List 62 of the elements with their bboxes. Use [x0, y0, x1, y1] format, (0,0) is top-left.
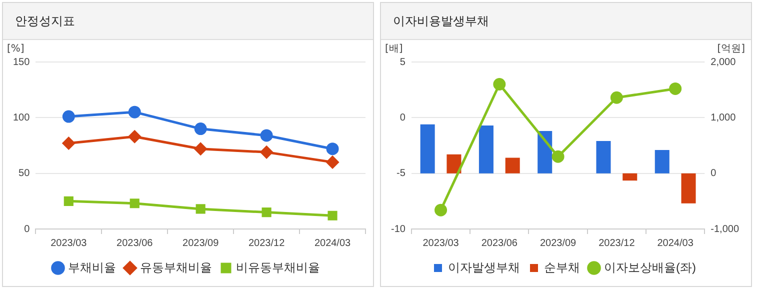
- x-tick-label: 2023/09: [540, 238, 577, 249]
- y2-tick-label: 0: [710, 168, 717, 180]
- point: [128, 106, 141, 118]
- bar: [681, 173, 696, 204]
- point: [128, 130, 141, 143]
- point: [194, 122, 207, 136]
- bar: [446, 154, 462, 174]
- legend-label: 이자발생부채: [448, 260, 520, 274]
- point: [493, 78, 506, 91]
- y-tick-label: 5: [400, 56, 406, 68]
- y-tick-label: -5: [396, 168, 406, 180]
- x-tick-label: 2023/06: [481, 238, 518, 249]
- bar: [420, 124, 435, 174]
- point: [260, 129, 273, 142]
- y-tick-label: 150: [12, 56, 30, 68]
- point: [260, 146, 273, 158]
- x-tick-label: 2023/09: [182, 238, 220, 249]
- y2-tick-label: -1,000: [710, 224, 740, 235]
- y-axis-title: [배]: [385, 44, 403, 55]
- bar: [538, 131, 552, 174]
- y-axis-title: [%]: [7, 44, 24, 55]
- legend-label: 유동부채비율: [140, 260, 212, 274]
- point: [669, 82, 682, 95]
- bar: [654, 150, 670, 174]
- point: [434, 204, 448, 216]
- point: [262, 208, 272, 218]
- point: [62, 137, 75, 150]
- y-tick-label: -10: [391, 224, 406, 235]
- bar: [596, 141, 611, 174]
- x-tick-label: 2023/12: [248, 238, 286, 249]
- legend-label: 비유동부채비율: [236, 260, 320, 274]
- y-tick-label: 0: [24, 224, 30, 235]
- point: [62, 110, 75, 123]
- x-tick-label: 2023/03: [422, 238, 460, 249]
- point: [610, 91, 623, 104]
- bar: [622, 173, 638, 181]
- y2-tick-label: 1,000: [710, 112, 736, 124]
- point: [64, 196, 74, 206]
- y2-tick-label: 2,000: [710, 56, 736, 68]
- x-tick-label: 2023/12: [598, 238, 636, 249]
- bar: [478, 125, 494, 174]
- legend-label: 순부채: [544, 260, 580, 274]
- point: [326, 142, 339, 156]
- point: [194, 142, 207, 156]
- y-tick-label: 50: [18, 168, 30, 180]
- point: [130, 198, 140, 208]
- bar: [505, 158, 520, 174]
- point: [196, 204, 206, 214]
- legend-label: 이자보상배율(좌): [604, 260, 696, 274]
- x-tick-label: 2023/03: [50, 238, 88, 249]
- y-tick-label: 0: [400, 112, 406, 124]
- legend-label: 부채비율: [68, 260, 116, 274]
- chart-title: 안정성지표: [3, 3, 373, 40]
- y-tick-label: 100: [12, 112, 30, 124]
- point: [326, 156, 339, 168]
- x-tick-label: 2024/03: [657, 238, 694, 249]
- x-tick-label: 2023/06: [116, 238, 154, 249]
- point: [328, 210, 338, 220]
- chart-title: 이자비용발생부채: [381, 3, 751, 40]
- point: [552, 150, 564, 163]
- x-tick-label: 2024/03: [314, 238, 352, 249]
- y2-axis-title: [억원]: [717, 44, 746, 55]
